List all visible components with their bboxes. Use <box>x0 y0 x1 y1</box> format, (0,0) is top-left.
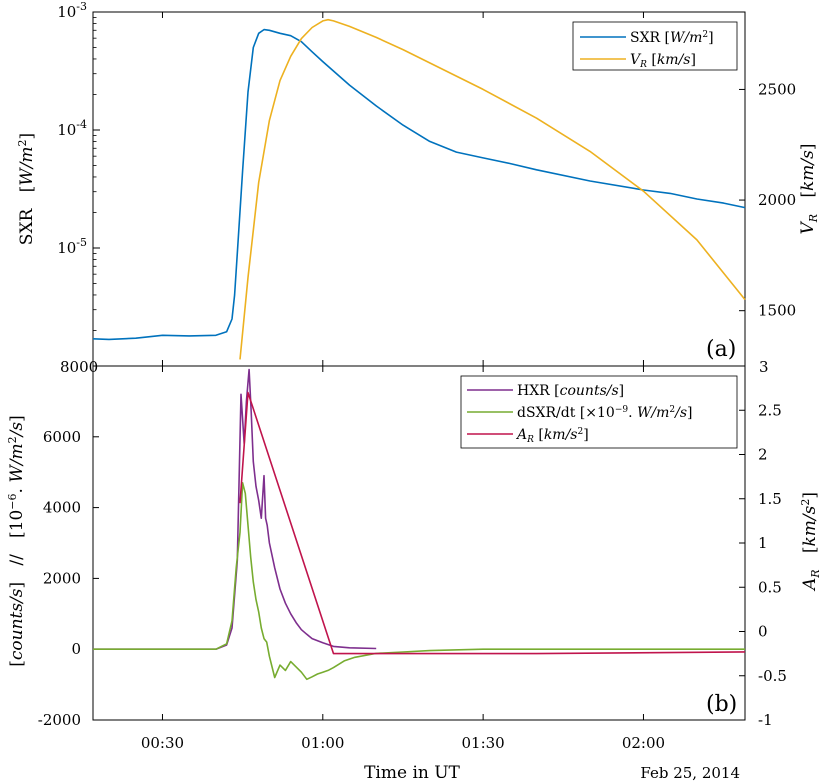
panel-b-legend: HXR [counts/s] dSXR/dt [×10−9. W/m2/s] A… <box>460 375 738 449</box>
panel-a-right-tick-label: 2000 <box>758 191 796 209</box>
panel-b-right-tick-label: -1 <box>758 711 773 729</box>
x-axis-label: Time in UT <box>364 763 460 782</box>
panel-a-right-axis-label: VR [km/s] <box>798 144 820 235</box>
panel-b-right-tick-label: 0 <box>758 623 768 641</box>
panel-b-right-tick-label: 0.5 <box>758 578 782 596</box>
sxr-label-text: SXR [ <box>17 186 37 245</box>
panel-b-right-axis-label: AR [km/s2] <box>799 492 822 592</box>
dsxr-series-line <box>93 481 745 681</box>
panel-b-left-tick-label: 0 <box>71 640 81 658</box>
panel-a-right-tick-label: 1500 <box>758 302 796 320</box>
panel-b-right-tick-label: 1 <box>758 534 768 552</box>
vr-series-line <box>239 18 746 360</box>
panel-b-left-tick-label: 2000 <box>43 569 81 587</box>
panel-a-right-tick-label: 2500 <box>758 80 796 98</box>
legend-entry-dsxr: dSXR/dt [×10−9. W/m2/s] <box>517 405 693 421</box>
panel-a-legend: SXR [W/m2] VR [km/s] <box>572 21 738 71</box>
legend-box <box>572 21 738 71</box>
panel-b-x-ticks: 00:30 01:00 01:30 02:00 <box>141 366 665 752</box>
panel-a-left-tick-label: 10-4 <box>57 118 87 139</box>
panel-a-right-ticks: 1500 2000 2500 <box>739 80 796 320</box>
panel-a: 10-5 10-4 10-3 1500 2000 2500 8000 3 SXR [W/… <box>16 0 820 376</box>
x-tick-label: 01:30 <box>462 734 505 752</box>
legend-entry-vr: VR [km/s] <box>630 52 696 70</box>
panel-a-tag: (a) <box>706 337 736 362</box>
panel-b-left-tick-label: -2000 <box>38 711 81 729</box>
panel-b-left-tick-label: 6000 <box>43 428 81 446</box>
x-tick-label: 02:00 <box>622 734 665 752</box>
x-tick-label: 01:00 <box>301 734 344 752</box>
panel-b-left-tick-label: 4000 <box>43 499 81 517</box>
panel-b-right-ticks: -1 -0.5 0 0.5 1 1.5 2 2.5 <box>739 401 787 729</box>
ar-series-line <box>239 391 746 655</box>
panel-b-left-axis-label: [counts/s] // [10−6. W/m2/s] <box>6 415 27 667</box>
legend-entry-hxr: HXR [counts/s] <box>517 383 624 399</box>
panel-a-series <box>92 18 746 360</box>
panel-a-left-ticks: 10-5 10-4 10-3 <box>57 0 100 331</box>
panel-b: 00:30 01:00 01:30 02:00 -20000200040006000 … <box>6 365 822 782</box>
legend-entry-ar: AR [km/s2] <box>515 427 589 445</box>
panel-a-x-ticks <box>161 12 644 366</box>
sxr-series-line <box>92 28 746 341</box>
panel-a-left-tick-label: 10-5 <box>57 236 87 257</box>
panel-a-left-tick-label: 10-3 <box>57 0 87 21</box>
panel-a-bottom-right-tick: 3 <box>759 358 769 376</box>
hxr-series-line <box>93 368 377 651</box>
panel-b-right-tick-label: 1.5 <box>758 490 782 508</box>
x-tick-label: 00:30 <box>141 734 184 752</box>
panel-b-right-tick-label: 2.5 <box>758 401 782 419</box>
panel-b-series <box>93 368 746 681</box>
legend-entry-sxr: SXR [W/m2] <box>630 30 714 46</box>
panel-b-right-tick-label: -0.5 <box>758 667 787 685</box>
date-label: Feb 25, 2014 <box>640 764 740 782</box>
panel-a-bottom-left-tick: 8000 <box>60 358 98 376</box>
panel-b-left-ticks: -2000 0 2000 4000 6000 <box>38 428 99 729</box>
panel-b-tag: (b) <box>706 692 737 717</box>
panel-b-right-tick-label: 2 <box>758 446 768 464</box>
panel-a-left-axis-label: SXR [W/m2] <box>16 133 37 245</box>
